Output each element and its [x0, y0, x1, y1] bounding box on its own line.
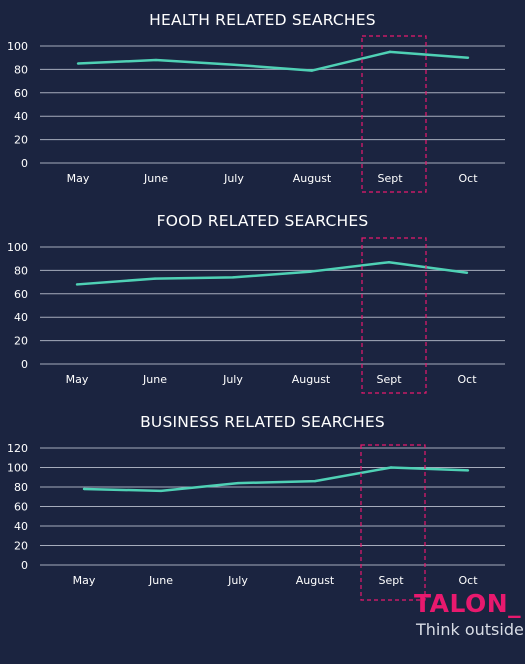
- x-tick-label: June: [148, 574, 173, 587]
- y-tick-label: 120: [7, 442, 28, 455]
- chart-title: BUSINESS RELATED SEARCHES: [140, 413, 385, 431]
- y-tick-label: 80: [14, 63, 28, 76]
- series-line: [76, 260, 468, 286]
- y-tick-label: 40: [14, 311, 28, 324]
- data-point: [236, 481, 240, 485]
- y-tick-label: 20: [14, 540, 28, 553]
- x-tick-label: June: [142, 373, 167, 386]
- y-tick-label: 0: [21, 559, 28, 572]
- x-tick-label: July: [227, 574, 248, 587]
- x-tick-label: Sept: [378, 574, 404, 587]
- x-tick-label: May: [67, 172, 90, 185]
- data-point: [154, 58, 158, 62]
- data-point: [465, 271, 469, 274]
- series-line: [83, 466, 469, 493]
- data-point: [153, 277, 157, 280]
- y-tick-label: 80: [14, 481, 28, 494]
- y-tick-label: 100: [7, 241, 28, 254]
- health-searches-chart: 0 20 40 60 80 100 May June July August Sept Oct: [7, 35, 505, 193]
- highlight-box: [361, 237, 427, 394]
- series-line: [77, 50, 469, 72]
- y-tick-label: 100: [7, 462, 28, 475]
- y-tick-label: 40: [14, 110, 28, 123]
- highlight-box: [361, 35, 427, 193]
- brand-tagline: Think outside: [416, 620, 524, 639]
- y-tick-label: 20: [14, 335, 28, 348]
- data-point: [309, 270, 313, 273]
- y-tick-label: 40: [14, 520, 28, 533]
- x-tick-label: August: [292, 373, 331, 386]
- y-tick-label: 60: [14, 501, 28, 514]
- x-tick-label: Oct: [457, 373, 477, 386]
- data-point: [466, 469, 470, 472]
- data-point: [82, 487, 86, 491]
- x-tick-label: July: [223, 172, 244, 185]
- business-searches-chart: 0 20 40 60 80 100 120 May June July August Sept Oct: [7, 442, 505, 601]
- x-tick-label: July: [222, 373, 243, 386]
- talon-logo: TALON_: [414, 589, 522, 618]
- x-tick-label: August: [293, 172, 332, 185]
- y-tick-label: 60: [14, 87, 28, 100]
- x-tick-label: June: [143, 172, 168, 185]
- food-searches-chart: 0 20 40 60 80 100 May June July August Sept Oct: [7, 237, 505, 394]
- data-point: [387, 261, 391, 264]
- chart-title: FOOD RELATED SEARCHES: [156, 212, 369, 230]
- data-point: [310, 69, 314, 72]
- chart-title: HEALTH RELATED SEARCHES: [149, 11, 376, 29]
- data-point: [76, 62, 80, 65]
- data-point: [466, 56, 470, 59]
- data-point: [75, 283, 79, 286]
- data-point: [232, 63, 236, 66]
- y-tick-label: 80: [14, 264, 28, 277]
- y-tick-label: 0: [21, 157, 28, 170]
- data-point: [313, 479, 317, 483]
- y-tick-label: 0: [21, 358, 28, 371]
- data-point: [159, 489, 163, 493]
- y-tick-label: 60: [14, 288, 28, 301]
- x-tick-label: May: [73, 574, 96, 587]
- x-tick-label: Oct: [458, 574, 478, 587]
- data-point: [389, 466, 393, 469]
- x-tick-label: Sept: [376, 373, 402, 386]
- data-point: [388, 50, 392, 54]
- data-point: [231, 276, 235, 279]
- highlight-box: [360, 444, 426, 601]
- x-tick-label: May: [66, 373, 89, 386]
- x-tick-label: August: [296, 574, 335, 587]
- x-tick-label: Sept: [377, 172, 403, 185]
- y-tick-label: 100: [7, 40, 28, 53]
- y-tick-label: 20: [14, 134, 28, 147]
- x-tick-label: Oct: [458, 172, 478, 185]
